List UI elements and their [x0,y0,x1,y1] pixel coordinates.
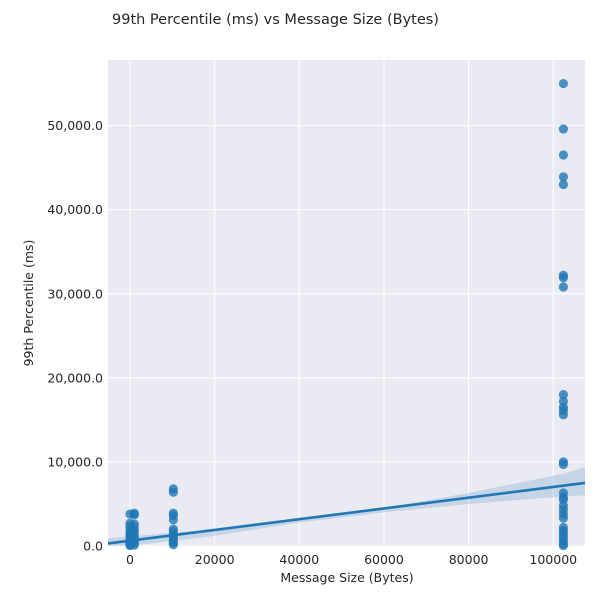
scatter-point [558,540,569,551]
plot-area [108,60,585,546]
scatter-point [558,459,569,470]
scatter-points-layer [125,78,569,551]
y-axis-ticks: 0.0 10,000.0 20,000.0 30,000.0 40,000.0 50,00… [47,118,103,553]
x-tick-label: 0 [126,552,134,567]
x-axis-ticks: 0 20000 40000 60000 80000 100000 [126,552,577,567]
y-tick-label: 40,000.0 [47,202,103,217]
regression-line-layer [108,481,585,545]
x-tick-label: 60000 [364,552,404,567]
y-tick-label: 10,000.0 [47,454,103,469]
scatter-point [558,172,569,182]
scatter-point [558,282,569,292]
grid-lines [108,60,585,547]
y-tick-label: 50,000.0 [47,118,103,133]
y-tick-label: 30,000.0 [47,286,103,301]
x-axis-label: Message Size (Bytes) [280,570,413,585]
scatter-point [558,513,569,523]
x-tick-label: 40000 [279,552,319,567]
scatter-point [558,390,569,400]
x-tick-label: 80000 [449,552,489,567]
scatter-point [558,78,569,89]
scatter-point [558,179,569,190]
y-axis-label: 99th Percentile (ms) [21,240,36,367]
scatter-point [129,510,139,520]
scatter-point [558,150,569,160]
scatter-point [129,540,139,550]
x-tick-label: 20000 [195,552,235,567]
scatter-point [558,273,569,283]
scatter-point [558,124,569,134]
scatter-point [168,540,178,550]
y-tick-label: 20,000.0 [47,370,103,385]
scatter-point [558,410,569,420]
y-tick-label: 0.0 [83,539,103,554]
chart-title: 99th Percentile (ms) vs Message Size (By… [112,12,439,28]
regression-line [108,481,585,545]
scatter-point [168,515,178,525]
x-tick-label: 100000 [529,552,577,567]
scatter-point [168,487,178,497]
